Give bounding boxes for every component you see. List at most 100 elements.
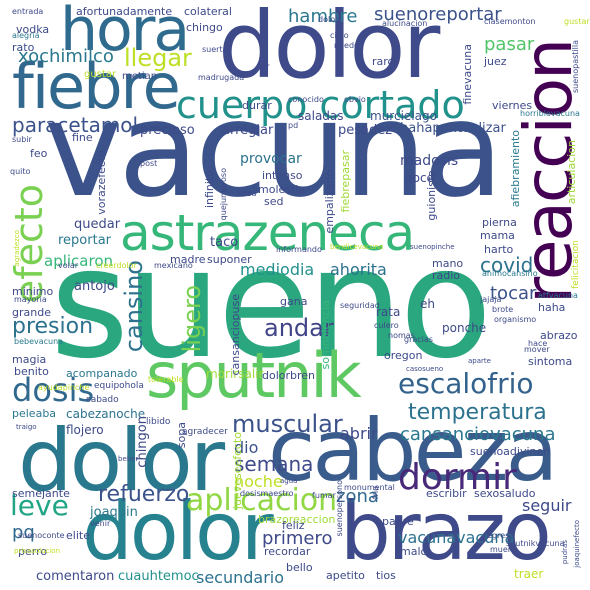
- word-vodka: vodka: [16, 23, 50, 36]
- word-benito: benito: [14, 365, 49, 378]
- word-suenoreportar: suenoreportar: [374, 4, 502, 25]
- word-aplicacion: aplicacion: [186, 483, 338, 518]
- word-abrazo: abrazo: [540, 329, 578, 342]
- word-oregon: oregon: [384, 349, 423, 362]
- word-clasemonton: clasemonton: [484, 17, 536, 26]
- word-xochimilco: xochimilco: [18, 46, 114, 67]
- word-zona: zona: [336, 486, 379, 507]
- word-pd: pd: [288, 121, 299, 130]
- word-subir: subir: [12, 135, 32, 144]
- word-vacuna: vacuna: [44, 73, 504, 227]
- word-sed: sed: [264, 195, 284, 208]
- word-infinito: infinito: [203, 170, 216, 209]
- word-guionista: guionista: [425, 170, 438, 221]
- word-tolerable: tolerable: [148, 375, 184, 384]
- word-colateral: colateral: [184, 5, 232, 18]
- word-informando: informando: [276, 245, 322, 254]
- word-gracias: gracias: [404, 335, 433, 344]
- word-pesadez: pesadez: [338, 123, 393, 138]
- word-bendicevacuna: bendicevacuna: [330, 243, 384, 251]
- word-nomas: nomas: [388, 331, 415, 340]
- word-post: post: [140, 159, 158, 168]
- word-conocido: conocido: [288, 95, 324, 104]
- word-sabado: sabado: [86, 395, 119, 405]
- word-obvio: obvio: [344, 95, 366, 104]
- word-fiebrepasar: fiebrepasar: [339, 150, 352, 213]
- word-elite: elite: [66, 529, 90, 542]
- word-precioso: precioso: [140, 123, 195, 138]
- word-llegar: llegar: [124, 44, 192, 72]
- word-radio: radio: [432, 269, 461, 282]
- word-quedar: quedar: [74, 217, 121, 232]
- word-comentaron: comentaron: [36, 569, 115, 584]
- word-flojero: flojero: [66, 423, 104, 437]
- word-tios: tios: [376, 569, 396, 582]
- word-aplicaron: aplicaron: [44, 252, 114, 270]
- word-empalizado: empalizado: [323, 170, 336, 234]
- word-provocar: provocar: [240, 151, 302, 167]
- word-culero: culero: [374, 321, 399, 330]
- word-agradezco: agradezco: [13, 230, 21, 267]
- word-covid: covid: [480, 253, 534, 277]
- word-rato: rato: [12, 41, 35, 54]
- word-dolorbren: dolorbren: [262, 369, 316, 382]
- word-mexicano: mexicano: [154, 261, 193, 270]
- word-traer: traer: [514, 567, 544, 581]
- word-joaquinefecto: joaquinefecto: [573, 520, 581, 568]
- word-abrir: abrir: [340, 424, 378, 443]
- word-hora: hora: [60, 0, 190, 65]
- word-pierna: pierna: [482, 216, 517, 229]
- word-ahorita: ahorita: [330, 260, 387, 279]
- word-escalofrio: escalofrio: [398, 367, 534, 400]
- word-sputnikvacuna: sputnikvacuna: [506, 539, 565, 548]
- word-creerdolor: creerdolor: [96, 261, 137, 270]
- word-frio: frio: [371, 486, 380, 500]
- word-suenopastilla: suenopastilla: [571, 40, 580, 93]
- word-morirsalir: morirsalir: [206, 367, 264, 381]
- word-bebevacuna: bebevacuna: [14, 337, 64, 346]
- word-casosueno: casosueno: [406, 365, 444, 373]
- word-hace: hace: [528, 339, 548, 348]
- word-molestia: molestia: [258, 183, 306, 196]
- word-seguridad: seguridad: [340, 301, 380, 310]
- word-quejumbroso: quejumbroso: [219, 168, 228, 221]
- word-antojo: antojo: [74, 279, 115, 294]
- word-primero: primero: [262, 528, 333, 549]
- word-mano: mano: [432, 257, 464, 270]
- word-suponer: suponer: [207, 253, 252, 266]
- word-afortunadamente: afortunadamente: [76, 5, 173, 18]
- word-noche: noche: [234, 472, 283, 491]
- word-brazoreaccion: brazoreaccion: [258, 513, 336, 526]
- word-sexosaludo: sexosaludo: [474, 487, 536, 500]
- word-hambre: hambre: [288, 6, 358, 27]
- word-gustar: gustar: [84, 69, 117, 80]
- word-muscular: muscular: [232, 410, 343, 438]
- word-suenoadivinen: suenoadivinen: [470, 445, 551, 458]
- word-feo: feo: [30, 147, 48, 160]
- word-cosa: cosa: [238, 189, 257, 198]
- word-beber: beber: [118, 455, 139, 463]
- word-suenoconte: suenoconte: [18, 531, 65, 540]
- word-suenopersono: suenopersono: [335, 480, 344, 537]
- word-equipohola: equipohola: [94, 381, 144, 391]
- word-perro: perro: [18, 545, 48, 558]
- word-secundario: secundario: [196, 568, 285, 587]
- word-mediodia: mediodia: [240, 260, 315, 279]
- word-gana: gana: [280, 295, 308, 308]
- word-animocansino: animocansino: [482, 269, 538, 278]
- word-articulacion: articulacion: [565, 140, 578, 205]
- word-padre: padre: [382, 515, 414, 528]
- word-ayudapinche: ayudapinche: [38, 383, 90, 392]
- word-madosis: madosis: [400, 153, 459, 169]
- word-madrugada: madrugada: [198, 73, 245, 82]
- word-ligero: ligero: [178, 285, 206, 353]
- word-muero: muero: [490, 545, 516, 554]
- word-semejante: semejante: [12, 487, 70, 500]
- word-monumental: monumental: [344, 483, 395, 492]
- word-harto: harto: [484, 243, 514, 256]
- word-alegria: alegria: [12, 31, 40, 40]
- word-rata: rata: [376, 305, 401, 319]
- word-seguir: seguir: [522, 496, 572, 515]
- word-juez: juez: [484, 55, 507, 68]
- word-horriblevacuna: horriblevacuna: [520, 109, 580, 118]
